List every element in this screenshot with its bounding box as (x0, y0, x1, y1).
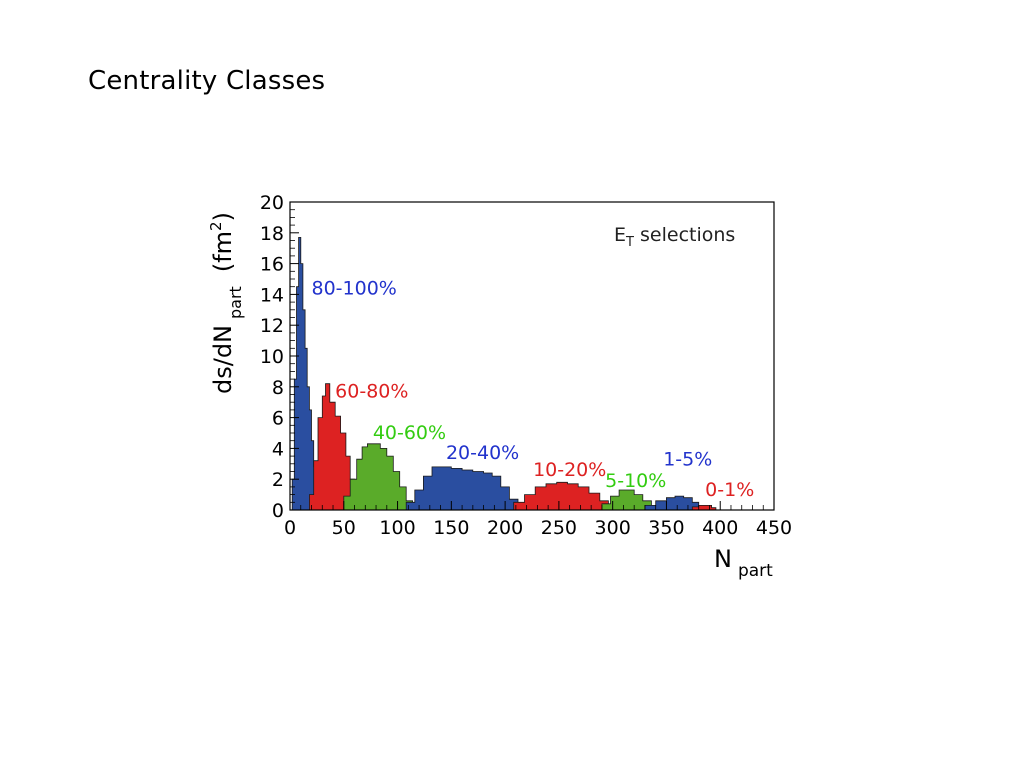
x-tick-label: 250 (541, 517, 577, 539)
annotation-rest: selections (634, 224, 735, 246)
y-tick-label: 20 (260, 192, 284, 214)
et-selections-annotation: ET selections (614, 224, 735, 250)
series-layer (290, 237, 717, 511)
y-tick-label: 2 (272, 469, 284, 491)
y-axis-label-unit-sup: 2 (207, 221, 225, 231)
y-tick-label: 4 (272, 438, 284, 460)
y-axis-label-unit-close: ) (209, 212, 237, 221)
y-axis-label-main: ds/dN (209, 325, 237, 394)
y-axis-label-sub: part (226, 286, 245, 319)
annotation-subscript: T (625, 235, 634, 250)
series-label: 10-20% (533, 459, 606, 481)
x-tick-label: 300 (595, 517, 631, 539)
x-tick-label: 50 (332, 517, 356, 539)
x-tick-label: 350 (648, 517, 684, 539)
y-tick-label: 6 (272, 408, 284, 430)
y-tick-label: 10 (260, 346, 284, 368)
series-label: 1-5% (663, 448, 712, 470)
x-tick-label: 200 (487, 517, 523, 539)
x-tick-label: 400 (702, 517, 738, 539)
y-tick-label: 18 (260, 223, 284, 245)
x-tick-label: 150 (433, 517, 469, 539)
series-label: 40-60% (373, 422, 446, 444)
series-label: 80-100% (312, 277, 397, 299)
annotation-main: E (614, 224, 626, 246)
series-20-40pct-area (397, 466, 519, 511)
series-40-60pct-area (337, 443, 413, 511)
axis-layer: 0 50 100 150 200 250 300 350 400 450 0 2 4 6 8 10 12 14 16… (260, 192, 792, 539)
series-0-1pct-area (685, 505, 717, 511)
label-layer: 80-100% 60-80% 40-60%20-40% 10-20%5-10%1-5%… (312, 277, 755, 501)
series-label: 20-40% (446, 442, 519, 464)
y-tick-label: 0 (272, 500, 284, 522)
x-axis-label-main: N (714, 545, 732, 573)
x-axis-label-sub: part (738, 561, 773, 581)
series-label: 5-10% (605, 470, 666, 492)
slide-title: Centrality Classes (88, 66, 326, 96)
y-tick-label: 8 (272, 377, 284, 399)
x-tick-label: 100 (379, 517, 415, 539)
series-label: 0-1% (705, 479, 754, 501)
y-axis-label-unit-open: (fm (209, 231, 237, 272)
y-tick-label: 14 (260, 284, 284, 306)
x-tick-label: 450 (756, 517, 792, 539)
y-tick-label: 16 (260, 254, 284, 276)
y-axis-label: ds/dN part (fm2) (207, 212, 245, 394)
y-tick-label: 12 (260, 315, 284, 337)
x-tick-label: 0 (284, 517, 296, 539)
series-label: 60-80% (335, 381, 408, 403)
series-10-20pct-area (503, 481, 609, 511)
